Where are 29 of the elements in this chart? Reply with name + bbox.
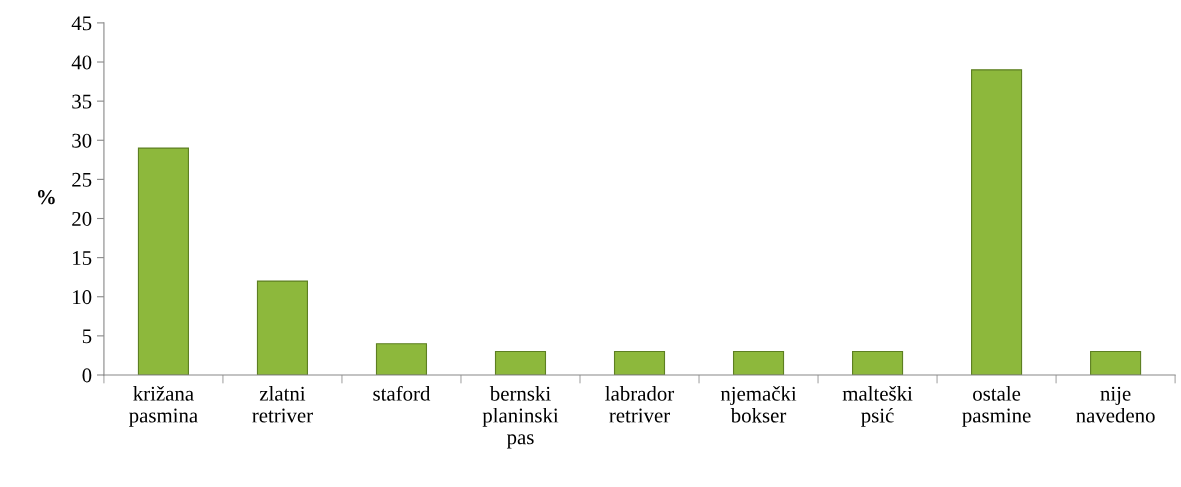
bar <box>971 69 1023 375</box>
x-tick-label: križana pasmina <box>129 386 198 427</box>
bar <box>732 350 785 375</box>
x-tick-label: bernski planinski pas <box>482 386 559 449</box>
bar <box>1090 350 1142 375</box>
x-tick-label: nije navedeno <box>1076 386 1155 423</box>
y-tick-label: 25 <box>72 172 92 187</box>
x-tick-label: ostale pasmine <box>962 386 1031 427</box>
y-tick-label: 15 <box>73 251 92 266</box>
y-tick-label: 35 <box>72 94 92 109</box>
bar <box>375 343 428 375</box>
x-tick-label: malteški psić <box>842 386 913 427</box>
y-tick-label: 40 <box>71 55 92 70</box>
y-tick-label: 30 <box>72 133 92 148</box>
y-tick-label: 20 <box>72 211 92 226</box>
x-tick-label: zlatni retriver <box>252 386 313 423</box>
x-tick-label: staford <box>373 385 431 401</box>
x-tick-label: labrador retriver <box>605 386 675 423</box>
bar <box>613 350 666 375</box>
x-tick-label: njemački bokser <box>720 386 797 423</box>
bar <box>137 147 189 375</box>
bar <box>494 350 547 375</box>
bar <box>256 280 309 375</box>
y-tick-label: 10 <box>73 290 92 305</box>
y-axis-title: % <box>38 190 55 205</box>
y-tick-label: 45 <box>71 16 92 31</box>
y-tick-label: 0 <box>82 368 92 383</box>
y-tick-label: 5 <box>82 329 92 344</box>
bar <box>851 350 904 375</box>
